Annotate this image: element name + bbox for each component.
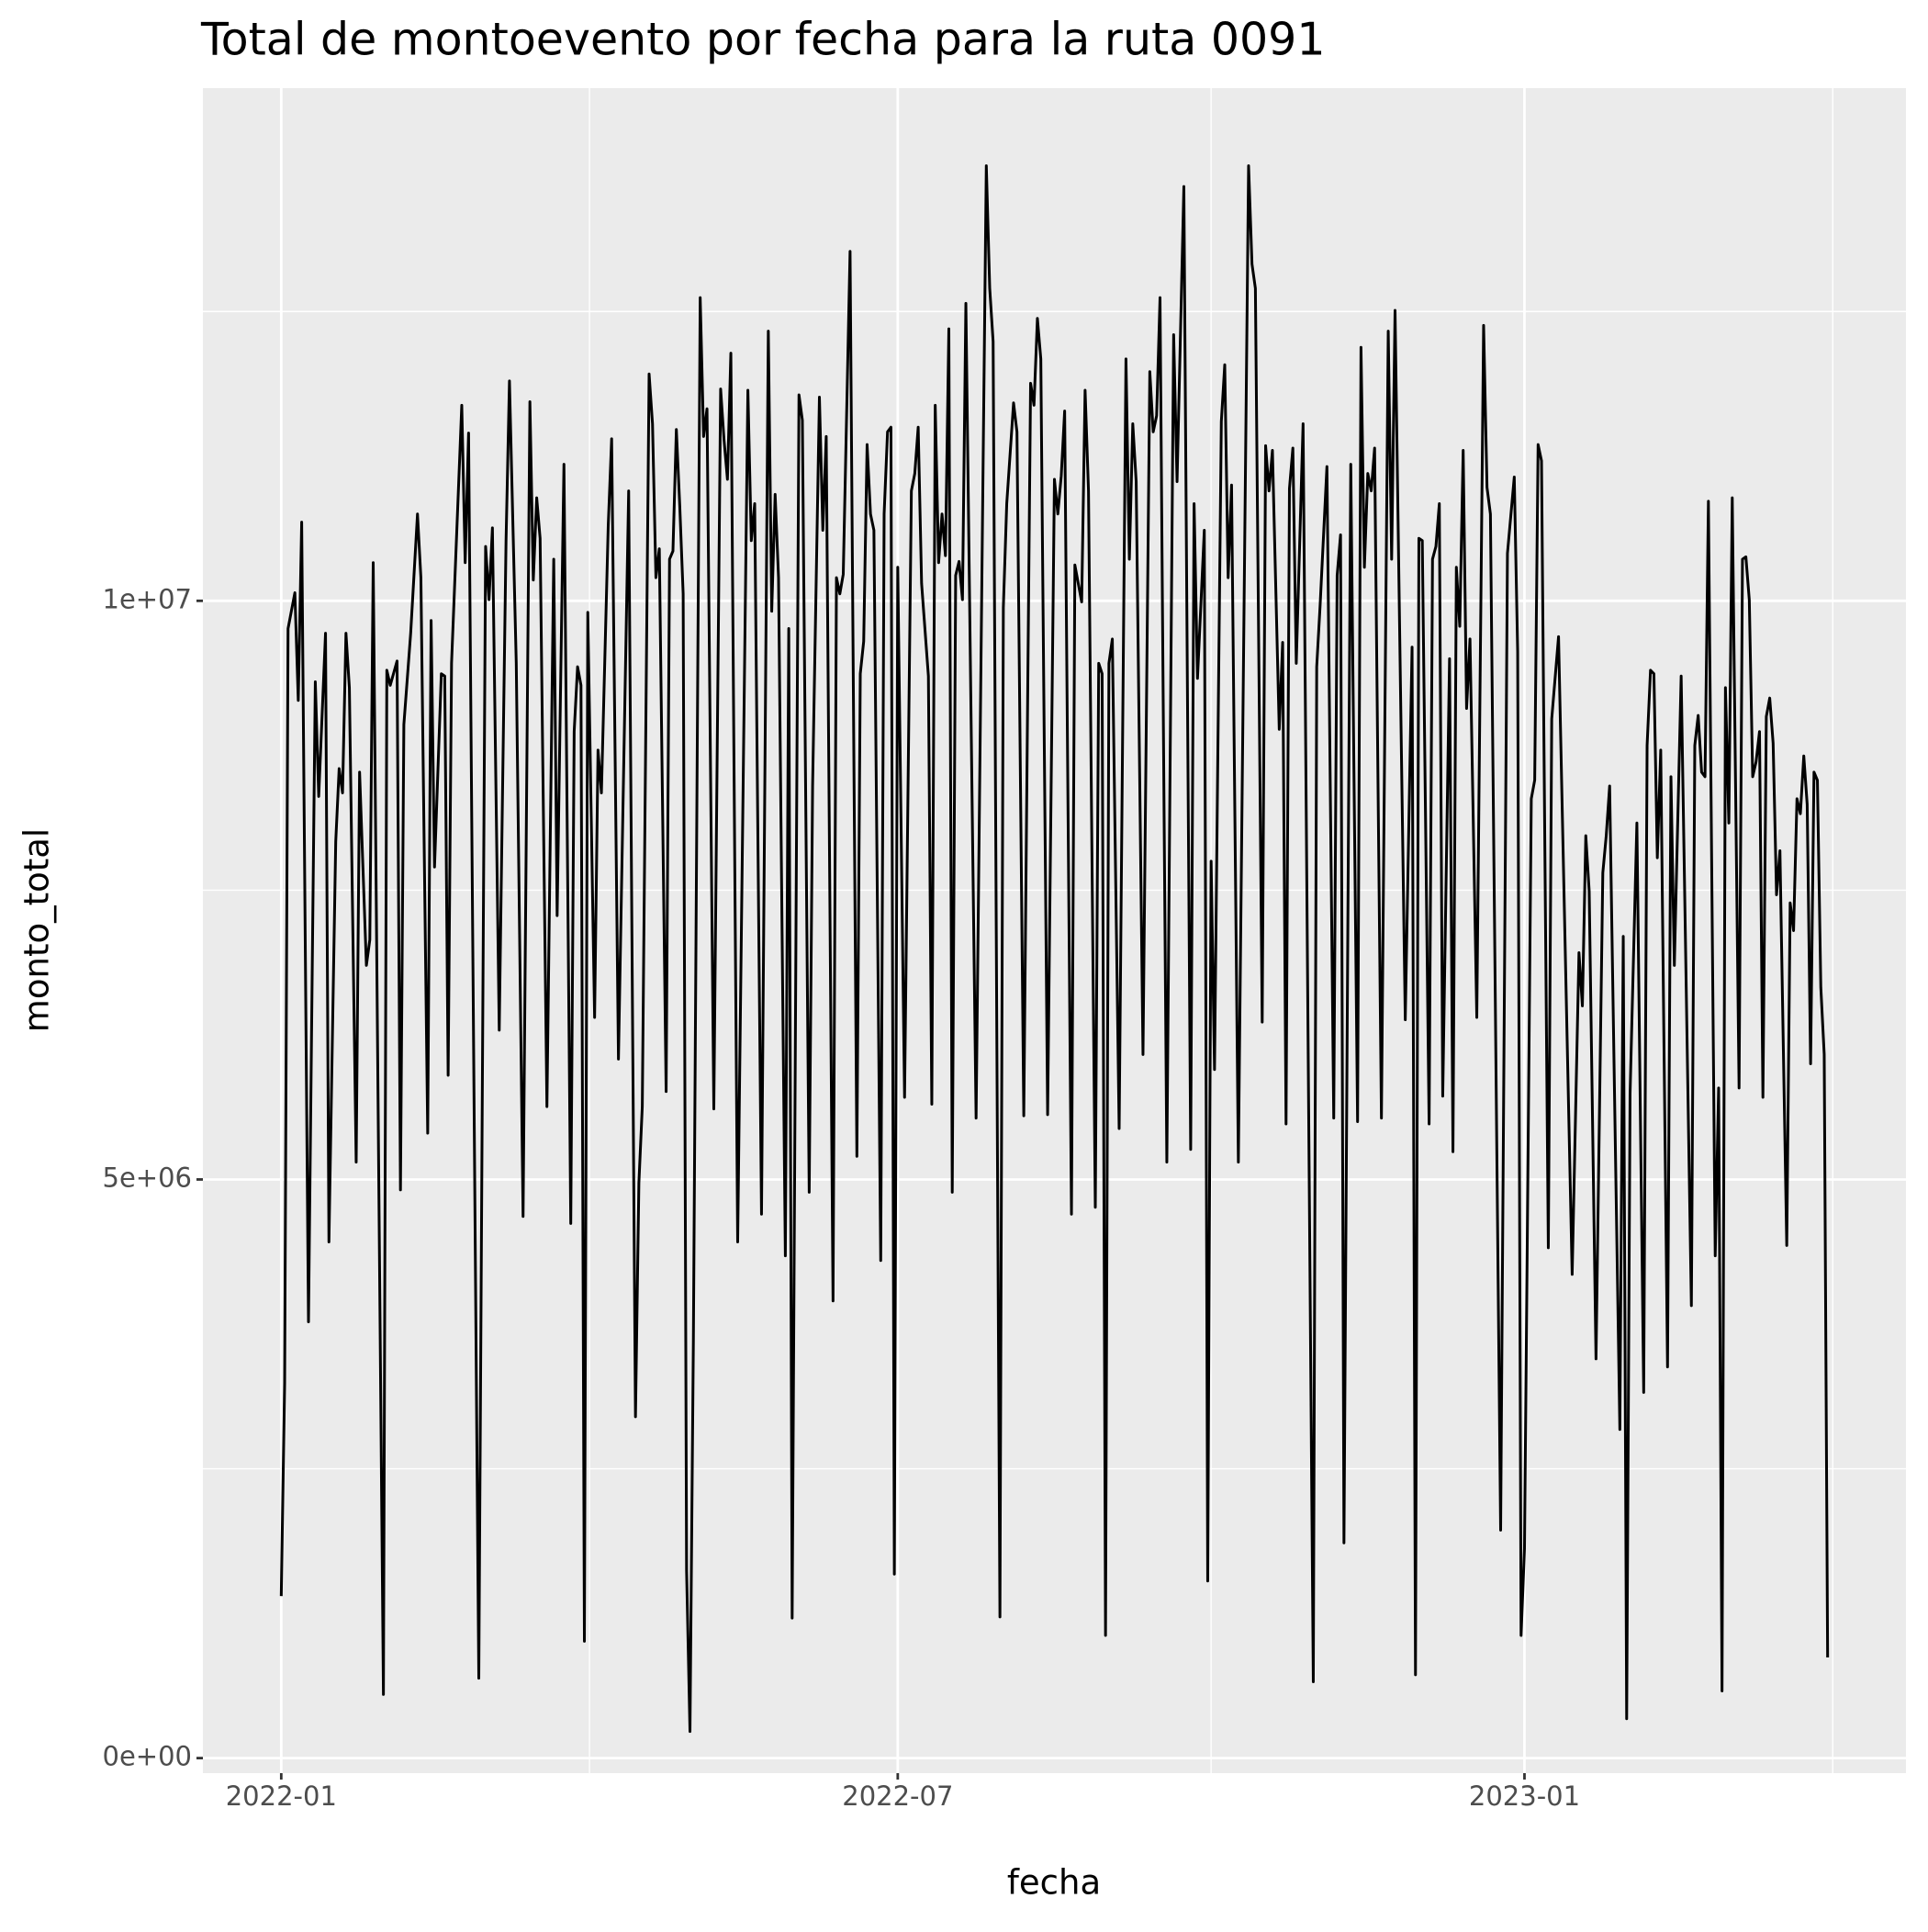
x-tick-label: 2022-01 bbox=[226, 1780, 337, 1812]
chart-title: Total de montoevento por fecha para la r… bbox=[200, 14, 1326, 66]
y-tick-label: 5e+06 bbox=[103, 1162, 193, 1193]
y-axis-title: monto_total bbox=[17, 828, 57, 1032]
plot bbox=[279, 163, 1830, 1734]
y-tick-label: 1e+07 bbox=[103, 583, 193, 614]
panel bbox=[203, 88, 1906, 1773]
y-tick-label: 0e+00 bbox=[103, 1741, 193, 1772]
x-tick-label: 2023-01 bbox=[1469, 1780, 1580, 1812]
x-axis-title: fecha bbox=[1007, 1863, 1101, 1903]
data-line bbox=[279, 163, 1830, 1734]
x-tick-label: 2022-07 bbox=[842, 1780, 953, 1812]
